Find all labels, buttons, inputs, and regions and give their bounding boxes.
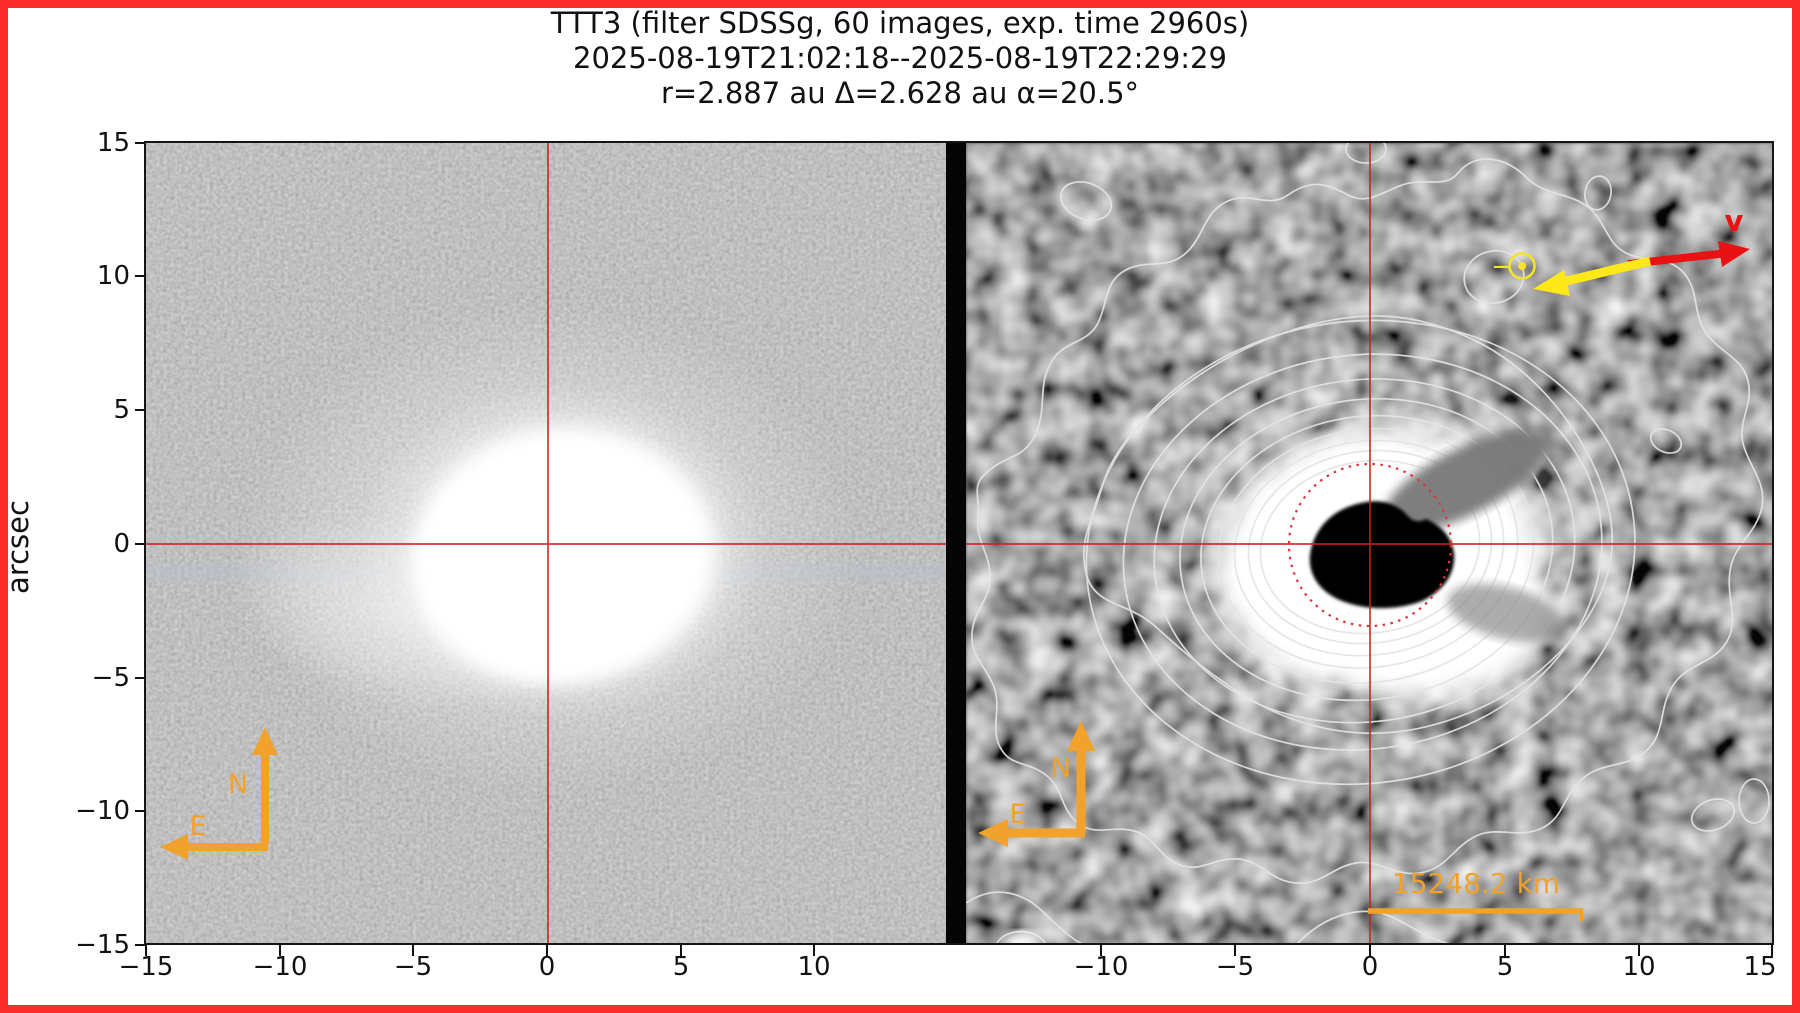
x-tick-mark [1369,945,1371,956]
scalebar: 15248.2 km [1368,867,1583,921]
x-tick-mark [813,945,815,956]
title-line-1: TTT3 (filter SDSSg, 60 images, exp. time… [550,6,1250,40]
sun-icon: − [1491,252,1536,282]
gray-intrusions [1382,429,1565,643]
x-tick-label: 10 [797,952,831,982]
panel-stacked-image: N E [146,143,948,945]
x-tick-mark [145,945,147,956]
east-arrow-head [978,819,1008,847]
y-tick-mark [135,810,146,812]
y-axis-label: arcsec [1,500,35,594]
contour-bottom-left-arc [966,891,1087,945]
left-compass: N E [160,727,278,860]
north-label: N [228,769,248,800]
right-crosshair [966,143,1774,945]
x-tick-label: 10 [1622,952,1656,982]
x-tick-mark [1234,945,1236,956]
comet-coma-glow [224,303,858,793]
contour-bottom-arc [1295,910,1457,945]
y-tick-mark [135,944,146,946]
right-compass: N E [978,721,1095,847]
contour-level-2 [1082,315,1614,735]
y-tick-mark [135,543,146,545]
title-line-2: 2025-08-19T21:02:18--2025-08-19T22:29:29 [573,41,1227,75]
y-tick-mark [135,677,146,679]
x-tick-label: −10 [1073,952,1129,982]
y-tick-label: 5 [113,395,130,425]
x-tick-label: 0 [1361,952,1379,982]
enhanced-image-plot: v − N E 15248.2 km [966,143,1774,945]
saturated-nucleus-blob [1309,501,1455,609]
aperture-dotted-circle [1287,462,1453,628]
x-tick-label: −15 [118,952,174,982]
x-tick-label: −5 [1215,952,1255,982]
x-tick-mark [1504,945,1506,956]
x-tick-label: 5 [1496,952,1514,982]
velocity-arrow-head [1718,241,1750,267]
x-tick-label: −10 [252,952,308,982]
x-tick-label: 5 [672,952,690,982]
scalebar-label: 15248.2 km [1392,867,1560,900]
x-tick-label: 0 [538,952,556,982]
y-tick-label: −5 [91,663,130,693]
y-tick-mark [135,409,146,411]
stacked-image-plot: N E [146,143,948,945]
antisolar-arrow [1533,256,1652,296]
east-arrow-head [160,834,188,860]
x-tick-mark [1771,945,1773,956]
x-tick-mark [546,945,548,956]
figure-title-block: TTT3 (filter SDSSg, 60 images, exp. time… [0,6,1800,111]
x-tick-mark [279,945,281,956]
panel-divider-black-bar [946,143,966,945]
east-label: E [189,811,206,842]
y-tick-label: 10 [96,261,130,291]
antisolar-arrow-head [1533,270,1570,296]
contour-level-1 [971,158,1764,884]
title-line-3: r=2.887 au Δ=2.628 au α=20.5° [660,76,1140,110]
north-arrow-head [1067,721,1095,751]
velocity-label: v [1725,204,1744,238]
isophote-contours [966,143,1770,945]
x-tick-mark [412,945,414,956]
panel-enhanced-image: v − N E 15248.2 km [966,143,1774,945]
y-tick-label: −10 [75,796,130,826]
x-tick-mark [1100,945,1102,956]
east-label: E [1009,799,1026,830]
north-arrow-head [252,727,278,755]
x-tick-label: −5 [393,952,433,982]
x-tick-label: 15 [1743,952,1777,982]
y-tick-mark [135,275,146,277]
left-crosshair [146,143,948,945]
y-tick-label: 0 [113,529,130,559]
corner-bright-blob [1004,931,1038,945]
y-tick-label: 15 [96,128,130,158]
y-tick-mark [135,142,146,144]
x-tick-mark [1638,945,1640,956]
x-tick-mark [680,945,682,956]
north-label: N [1051,753,1071,784]
y-tick-label: −15 [75,930,130,960]
antisolar-minus-label: − [1491,252,1513,282]
